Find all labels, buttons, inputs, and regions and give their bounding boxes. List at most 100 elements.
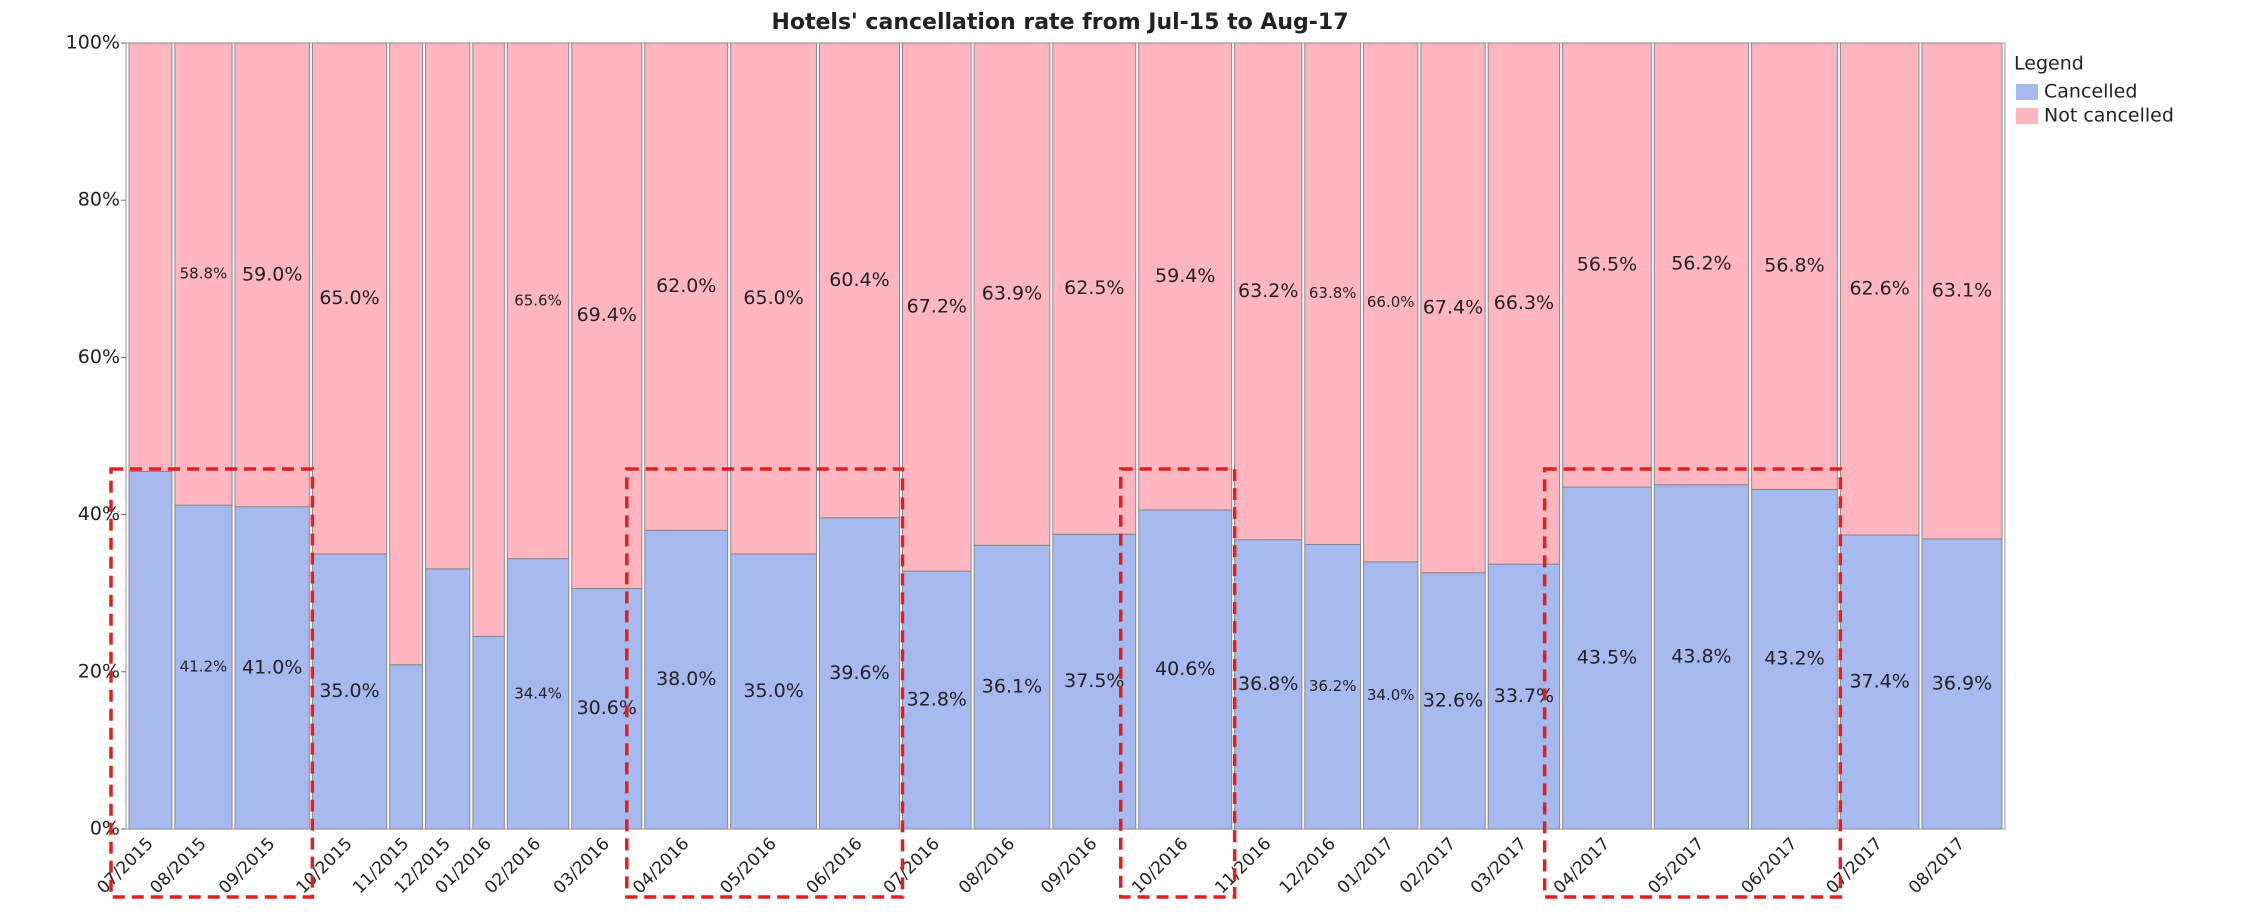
value-label: 63.8% xyxy=(1309,284,1357,302)
x-tick-label: 09/2015 xyxy=(215,834,279,898)
bar-segment xyxy=(1839,534,1920,830)
value-label: 60.4% xyxy=(829,269,889,291)
value-label: 43.2% xyxy=(1764,648,1824,670)
bar-segment xyxy=(1420,572,1486,830)
y-tick-label: 100% xyxy=(66,32,120,54)
bar-segment xyxy=(1562,486,1652,830)
x-tick-label: 11/2016 xyxy=(1211,834,1275,898)
x-tick-label: 06/2017 xyxy=(1737,834,1801,898)
value-label: 63.1% xyxy=(1932,279,1992,301)
bar-segment xyxy=(128,470,173,830)
highlight-box xyxy=(109,467,315,899)
value-label: 58.8% xyxy=(180,265,228,283)
value-label: 38.0% xyxy=(656,668,716,690)
value-label: 67.4% xyxy=(1423,296,1483,318)
bar-segment xyxy=(389,664,424,830)
value-label: 37.4% xyxy=(1849,671,1909,693)
value-label: 66.0% xyxy=(1367,293,1415,311)
bar-segment xyxy=(818,517,900,830)
x-tick-label: 04/2016 xyxy=(629,834,693,898)
legend-label: Not cancelled xyxy=(2044,105,2174,127)
bar-segment xyxy=(571,42,643,589)
bar-segment xyxy=(1304,42,1362,545)
value-label: 34.4% xyxy=(514,684,562,702)
x-tick-label: 01/2017 xyxy=(1334,834,1398,898)
value-label: 36.2% xyxy=(1309,677,1357,695)
x-tick-label: 08/2015 xyxy=(146,834,210,898)
legend-title: Legend xyxy=(2014,53,2084,75)
bar-segment xyxy=(128,42,173,472)
value-label: 69.4% xyxy=(577,304,637,326)
bar-segment xyxy=(901,42,972,572)
bar-segment xyxy=(311,553,388,830)
highlight-box xyxy=(625,467,905,899)
bar-segment xyxy=(818,42,900,519)
bar-segment xyxy=(472,635,505,830)
x-tick-label: 04/2017 xyxy=(1550,834,1614,898)
value-label: 65.6% xyxy=(514,291,562,309)
x-tick-label: 10/2016 xyxy=(1128,834,1192,898)
bar-segment xyxy=(973,544,1051,830)
value-label: 62.5% xyxy=(1064,277,1124,299)
bar-segment xyxy=(1751,42,1838,490)
x-tick-label: 10/2015 xyxy=(293,834,357,898)
bar-segment xyxy=(1420,42,1486,574)
value-label: 33.7% xyxy=(1494,685,1554,707)
value-label: 43.5% xyxy=(1577,647,1637,669)
x-tick-label: 05/2016 xyxy=(717,834,781,898)
bar-segment xyxy=(1562,42,1652,488)
bar-segment xyxy=(425,42,471,570)
y-tick-label: 40% xyxy=(78,503,120,525)
bar-segment xyxy=(1234,539,1303,830)
bar-segment xyxy=(1751,488,1838,830)
value-label: 32.8% xyxy=(907,689,967,711)
x-tick-label: 06/2016 xyxy=(802,834,866,898)
bar-segment xyxy=(644,529,729,830)
bar-segment xyxy=(1921,538,2003,830)
value-label: 39.6% xyxy=(829,662,889,684)
bar-segment xyxy=(1839,42,1920,536)
bar-segment xyxy=(1653,42,1750,486)
y-tick-label: 80% xyxy=(78,189,120,211)
bar-segment xyxy=(234,506,310,830)
value-label: 65.0% xyxy=(743,287,803,309)
chart-title: Hotels' cancellation rate from Jul-15 to… xyxy=(771,10,1348,35)
bar-segment xyxy=(389,42,424,666)
value-label: 65.0% xyxy=(319,287,379,309)
value-label: 56.2% xyxy=(1671,252,1731,274)
x-tick-label: 05/2017 xyxy=(1644,834,1708,898)
value-label: 36.1% xyxy=(982,676,1042,698)
y-tick-label: 20% xyxy=(78,660,120,682)
bar-segment xyxy=(644,42,729,531)
value-label: 63.2% xyxy=(1238,280,1298,302)
bar-segment xyxy=(506,42,570,560)
legend-swatch xyxy=(2016,84,2038,100)
bar-segment xyxy=(234,42,310,508)
value-label: 63.9% xyxy=(982,283,1042,305)
value-label: 62.6% xyxy=(1849,278,1909,300)
x-tick-label: 03/2017 xyxy=(1467,834,1531,898)
bar-segment xyxy=(1653,484,1750,830)
bar-segment xyxy=(1487,563,1561,830)
legend-swatch xyxy=(2016,108,2038,124)
bar-segment xyxy=(506,558,570,830)
value-label: 66.3% xyxy=(1494,292,1554,314)
highlight-box xyxy=(1118,467,1237,899)
value-label: 43.8% xyxy=(1671,645,1731,667)
x-tick-label: 07/2016 xyxy=(880,834,944,898)
value-label: 35.0% xyxy=(319,680,379,702)
x-tick-label: 08/2017 xyxy=(1905,834,1969,898)
value-label: 30.6% xyxy=(577,697,637,719)
x-tick-label: 12/2016 xyxy=(1276,834,1340,898)
y-tick-label: 0% xyxy=(90,818,120,840)
value-label: 56.5% xyxy=(1577,254,1637,276)
value-label: 40.6% xyxy=(1155,658,1215,680)
value-label: 59.0% xyxy=(242,263,302,285)
bar-segment xyxy=(1304,543,1362,830)
bar-segment xyxy=(1052,42,1137,535)
value-label: 34.0% xyxy=(1367,686,1415,704)
value-label: 36.8% xyxy=(1238,673,1298,695)
bar-segment xyxy=(1363,42,1419,563)
value-label: 59.4% xyxy=(1155,265,1215,287)
